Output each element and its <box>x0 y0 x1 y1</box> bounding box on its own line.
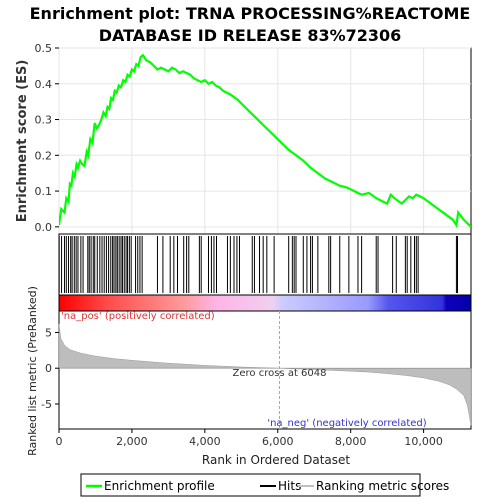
ranking-color-bar <box>58 294 472 312</box>
es-y-axis-label: Enrichment score (ES) <box>15 60 30 223</box>
legend-entry-label: Hits <box>278 479 301 493</box>
ranked-panel-frame <box>58 310 472 430</box>
es-gridlines <box>58 47 471 234</box>
hit-marks <box>58 236 459 293</box>
ranked-y-ticks: -5 0 5 <box>41 326 59 411</box>
es-y-tick-label: 0.4 <box>35 78 53 91</box>
es-y-tick-label: 0.1 <box>35 185 53 198</box>
es-y-tick-label: 0.0 <box>35 221 53 234</box>
chart-title-line-2: DATABASE ID RELEASE 83%72306 <box>99 26 402 45</box>
positive-label: 'na_pos' (positively correlated) <box>61 311 215 322</box>
ranked-y-tick-label: -5 <box>41 398 52 411</box>
x-axis-label: Rank in Ordered Dataset <box>202 453 350 467</box>
negative-label: 'na_neg' (negatively correlated) <box>267 418 426 429</box>
x-tick-label: 6,000 <box>262 435 294 448</box>
es-y-ticks: 0.0 0.1 0.2 0.3 0.4 0.5 <box>35 42 59 234</box>
zero-cross-label: Zero cross at 6048 <box>233 368 327 379</box>
enrichment-profile-line <box>59 53 471 229</box>
legend-box <box>80 473 421 497</box>
x-tick-label: 4,000 <box>189 435 221 448</box>
es-y-tick-label: 0.5 <box>35 42 53 55</box>
ranked-y-tick-label: 0 <box>45 362 52 375</box>
es-y-tick-label: 0.2 <box>35 149 53 162</box>
x-tick-label: 8,000 <box>335 435 367 448</box>
ranked-y-axis-label: Ranked list metric (PreRanked) <box>26 286 39 456</box>
es-panel-frame <box>58 47 472 235</box>
es-y-tick-label: 0.3 <box>35 114 53 127</box>
x-tick-label: 2,000 <box>116 435 148 448</box>
chart-title-line-1: Enrichment plot: TRNA PROCESSING%REACTOM… <box>30 4 471 23</box>
x-axis-ticks: 0 2,000 4,000 6,000 8,000 10,000 <box>56 429 443 448</box>
ranked-y-tick-label: 5 <box>45 326 52 339</box>
legend-entry-label: Ranking metric scores <box>316 479 449 493</box>
x-tick-label: 0 <box>56 435 63 448</box>
legend: Enrichment profile Hits Ranking metric sco… <box>86 479 449 493</box>
x-tick-label: 10,000 <box>404 435 443 448</box>
legend-entry-label: Enrichment profile <box>104 479 215 493</box>
